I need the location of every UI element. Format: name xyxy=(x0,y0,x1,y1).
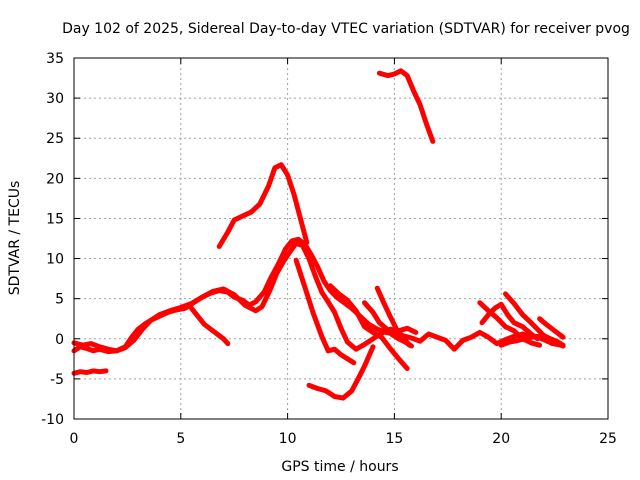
y-tick-label: 35 xyxy=(46,51,64,67)
x-tick-label: 25 xyxy=(599,431,617,447)
x-tick-label: 0 xyxy=(70,431,79,447)
y-tick-label: 20 xyxy=(46,171,64,187)
series-trace-6 xyxy=(293,257,357,366)
x-tick-labels: 0 5 10 15 20 25 xyxy=(70,431,617,447)
series-trace-13 xyxy=(479,301,540,342)
y-tick-label: 30 xyxy=(46,91,64,107)
y-axis-label: SDTVAR / TECUs xyxy=(7,181,23,296)
x-axis-label: GPS time / hours xyxy=(281,459,398,475)
y-tick-label: 15 xyxy=(46,211,64,227)
y-tick-label: -10 xyxy=(41,412,64,428)
x-tick-label: 20 xyxy=(492,431,510,447)
series-layer xyxy=(71,68,566,401)
series-trace-16 xyxy=(537,316,566,340)
y-tick-label: 10 xyxy=(46,252,64,268)
y-tick-labels: -10 -5 0 5 10 15 20 25 30 35 xyxy=(41,51,64,428)
series-trace-4 xyxy=(189,305,231,347)
series-trace-11 xyxy=(376,68,436,144)
x-tick-label: 10 xyxy=(279,431,297,447)
series-trace-10 xyxy=(374,285,412,348)
y-tick-label: 0 xyxy=(55,332,64,348)
x-tick-label: 5 xyxy=(176,431,185,447)
series-trace-5 xyxy=(216,162,310,249)
series-trace-3 xyxy=(71,368,109,376)
series-trace-15 xyxy=(498,333,564,348)
y-tick-label: 5 xyxy=(55,292,64,308)
axis-ticks xyxy=(73,57,609,420)
series-trace-8 xyxy=(327,283,410,371)
x-tick-label: 15 xyxy=(385,431,403,447)
y-tick-label: -5 xyxy=(50,372,64,388)
plot-frame xyxy=(73,57,609,420)
y-tick-label: 25 xyxy=(46,131,64,147)
chart-title: Day 102 of 2025, Sidereal Day-to-day VTE… xyxy=(62,21,630,37)
series-trace-2 xyxy=(71,240,419,354)
series-trace-7 xyxy=(306,344,376,401)
